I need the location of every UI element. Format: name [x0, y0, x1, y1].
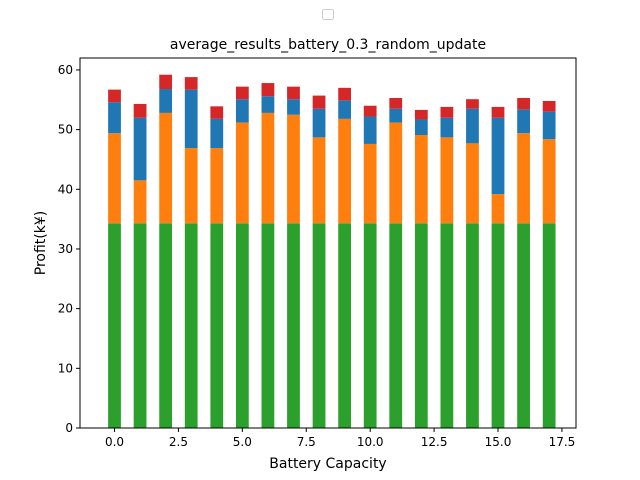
x-ticks: 0.0 2.5 5.0 7.5 10.0 12.5 15.0 17.5 [105, 428, 575, 449]
y-tick-label: 0 [65, 421, 73, 435]
bar-segment-1-17 [542, 139, 556, 224]
bar-segment-1-16 [517, 133, 530, 224]
bar-segment-3-16 [517, 97, 530, 110]
bar-segment-0-15 [491, 223, 505, 428]
bar-segment-2-6 [261, 96, 275, 113]
bar-segment-3-0 [108, 89, 121, 103]
bar-segment-0-7 [287, 223, 300, 428]
bar-segment-0-8 [312, 223, 326, 428]
bar-segment-3-7 [287, 86, 300, 100]
bar-segment-2-8 [312, 108, 326, 138]
bar-segment-3-17 [542, 100, 556, 112]
bar-segment-3-11 [389, 97, 403, 109]
bar-segment-0-2 [159, 223, 173, 428]
bar-segment-2-16 [517, 109, 530, 134]
bar-segment-0-12 [414, 223, 428, 428]
bars-group [108, 74, 556, 428]
bar-segment-1-9 [338, 118, 352, 224]
y-tick-label: 20 [58, 302, 73, 316]
bar-segment-2-14 [466, 108, 479, 144]
x-tick-label: 15.0 [485, 435, 512, 449]
bar-segment-2-1 [133, 117, 147, 181]
bar-segment-1-11 [389, 122, 403, 224]
bar-segment-0-0 [108, 223, 121, 428]
bar-segment-0-5 [235, 223, 249, 428]
y-tick-label: 50 [58, 123, 73, 137]
bar-segment-0-11 [389, 223, 403, 428]
bar-segment-2-9 [338, 100, 352, 119]
y-tick-label: 30 [58, 242, 73, 256]
bar-segment-0-10 [363, 223, 377, 428]
y-axis-label: Profit(k¥) [33, 211, 49, 275]
bar-segment-0-9 [338, 223, 352, 428]
bar-segment-2-0 [108, 102, 121, 134]
bar-segment-3-12 [414, 109, 428, 120]
bar-segment-0-13 [440, 223, 454, 428]
bar-segment-2-11 [389, 108, 403, 123]
bar-segment-0-14 [466, 223, 479, 428]
y-tick-label: 10 [58, 361, 73, 375]
bar-segment-2-5 [235, 99, 249, 123]
y-tick-label: 60 [58, 63, 73, 77]
bar-segment-1-0 [108, 133, 121, 224]
bar-segment-3-15 [491, 106, 505, 118]
bar-segment-1-15 [491, 194, 505, 224]
bar-segment-1-3 [184, 148, 198, 224]
bar-segment-1-4 [210, 148, 224, 224]
y-tick-label: 40 [58, 182, 73, 196]
bar-segment-2-12 [414, 119, 428, 135]
x-tick-label: 10.0 [357, 435, 384, 449]
x-tick-label: 2.5 [169, 435, 188, 449]
bar-segment-2-7 [287, 99, 300, 115]
bar-segment-1-2 [159, 112, 173, 224]
bar-segment-3-4 [210, 106, 224, 119]
x-tick-label: 7.5 [297, 435, 316, 449]
bar-segment-1-5 [235, 122, 249, 224]
bar-segment-3-1 [133, 103, 147, 118]
chart-title: average_results_battery_0.3_random_updat… [170, 37, 486, 53]
x-tick-label: 5.0 [233, 435, 252, 449]
bar-segment-1-8 [312, 137, 326, 224]
bar-segment-2-17 [542, 111, 556, 140]
plot-frame [79, 57, 577, 429]
bar-segment-1-12 [414, 134, 428, 224]
legend-box [322, 9, 334, 20]
bar-segment-3-3 [184, 77, 198, 90]
x-tick-label: 12.5 [421, 435, 448, 449]
bar-segment-1-1 [133, 180, 147, 224]
bar-segment-0-6 [261, 223, 275, 428]
bar-segment-3-14 [466, 99, 479, 109]
bar-segment-1-6 [261, 112, 275, 224]
bar-segment-1-7 [287, 114, 300, 224]
bar-segment-3-2 [159, 74, 173, 90]
bar-segment-2-10 [363, 116, 377, 144]
x-tick-label: 17.5 [549, 435, 576, 449]
x-axis-label: Battery Capacity [269, 456, 386, 472]
bar-segment-3-8 [312, 95, 326, 109]
bar-segment-2-13 [440, 117, 454, 138]
bar-segment-0-16 [517, 223, 530, 428]
bar-segment-3-10 [363, 105, 377, 117]
bar-segment-0-17 [542, 223, 556, 428]
bar-segment-0-1 [133, 223, 147, 428]
bar-segment-0-3 [184, 223, 198, 428]
bar-segment-1-13 [440, 137, 454, 224]
bar-segment-3-6 [261, 83, 275, 97]
bar-segment-2-3 [184, 89, 198, 149]
bar-segment-0-4 [210, 223, 224, 428]
bar-segment-1-14 [466, 143, 479, 224]
bar-segment-3-9 [338, 87, 352, 101]
bar-segment-2-15 [491, 117, 505, 195]
x-tick-label: 0.0 [105, 435, 124, 449]
bar-segment-1-10 [363, 143, 377, 224]
bar-segment-2-2 [159, 89, 173, 113]
y-ticks: 0 10 20 30 40 50 60 [58, 63, 80, 435]
bar-segment-3-5 [235, 86, 249, 100]
bar-segment-3-13 [440, 106, 454, 118]
bar-segment-2-4 [210, 118, 224, 149]
